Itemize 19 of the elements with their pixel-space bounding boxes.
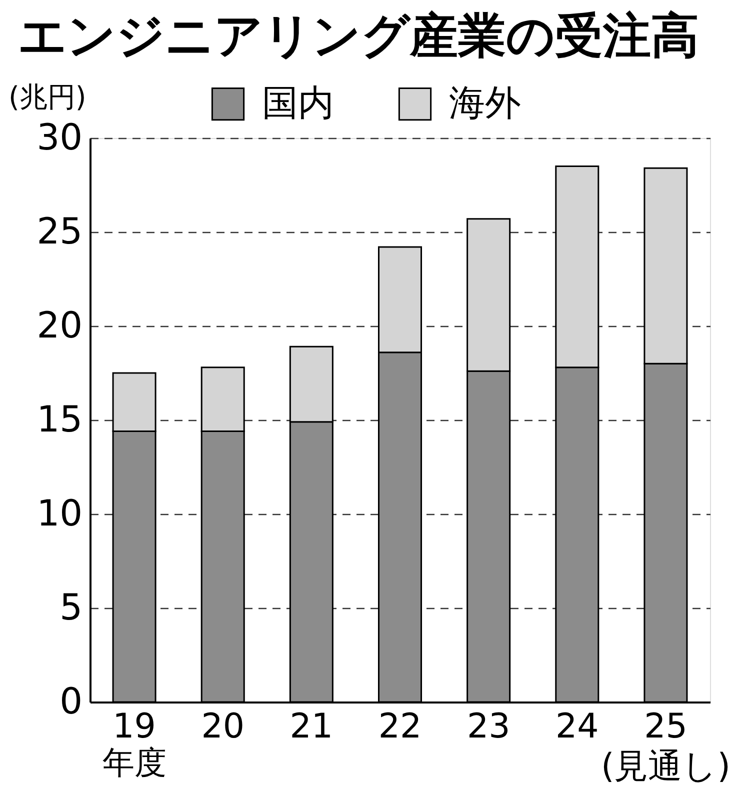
x-tick-label: 24: [556, 706, 599, 746]
x-axis-title: 年度: [102, 744, 166, 782]
x-tick-label: 22: [378, 706, 422, 746]
x-tick-label: 21: [290, 706, 334, 746]
x-tick-label: 19: [112, 706, 156, 746]
y-axis-title: (兆円): [8, 80, 86, 114]
y-tick-label: 20: [36, 306, 82, 346]
y-tick-label: 0: [60, 682, 82, 722]
y-tick-label: 5: [60, 588, 82, 628]
x-tick-label: 23: [466, 706, 510, 746]
y-tick-label: 15: [36, 400, 82, 440]
y-tick-label: 25: [36, 212, 82, 252]
chart-title: エンジニアリング産業の受注高: [18, 8, 699, 64]
x-tick-label: 25 (見通し): [600, 706, 730, 786]
legend-label: 海外: [449, 83, 521, 124]
y-tick-label: 10: [36, 494, 82, 534]
legend-label: 国内: [262, 83, 334, 124]
x-tick-label: 20: [201, 706, 244, 746]
y-tick-label: 30: [36, 118, 82, 158]
